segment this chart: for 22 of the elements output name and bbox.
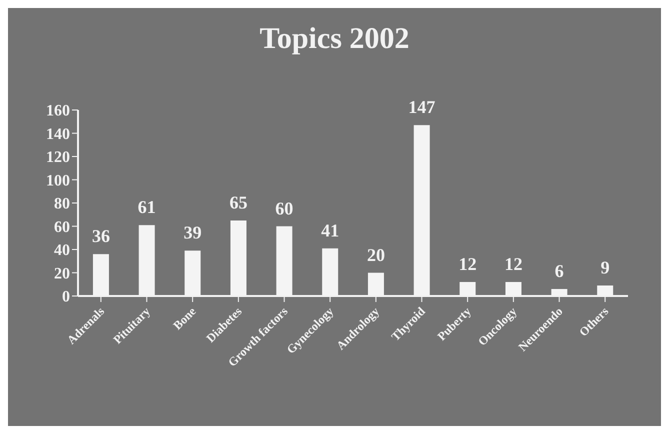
data-label: 20 bbox=[366, 244, 385, 265]
data-label: 39 bbox=[184, 222, 202, 243]
y-tick-label: 80 bbox=[54, 196, 70, 213]
y-tick-label: 20 bbox=[54, 265, 70, 282]
data-label: 9 bbox=[600, 258, 610, 278]
y-tick-label: 140 bbox=[46, 126, 70, 143]
y-tick-label: 100 bbox=[46, 172, 70, 190]
data-label: 147 bbox=[408, 97, 436, 118]
y-tick-label: 120 bbox=[46, 149, 70, 166]
data-label: 41 bbox=[321, 220, 340, 240]
y-tick-label: 40 bbox=[54, 242, 70, 260]
data-label: 60 bbox=[275, 198, 294, 218]
data-label: 6 bbox=[554, 261, 564, 282]
data-label: 36 bbox=[92, 226, 110, 246]
chart-title: Topics 2002 bbox=[258, 22, 410, 56]
data-label: 12 bbox=[458, 254, 477, 274]
data-label: 61 bbox=[138, 197, 156, 218]
data-label: 12 bbox=[504, 254, 522, 274]
y-tick-label: 60 bbox=[54, 218, 70, 236]
y-tick-label: 160 bbox=[46, 102, 70, 120]
y-tick-label: 0 bbox=[62, 288, 70, 306]
data-label: 65 bbox=[229, 192, 248, 212]
